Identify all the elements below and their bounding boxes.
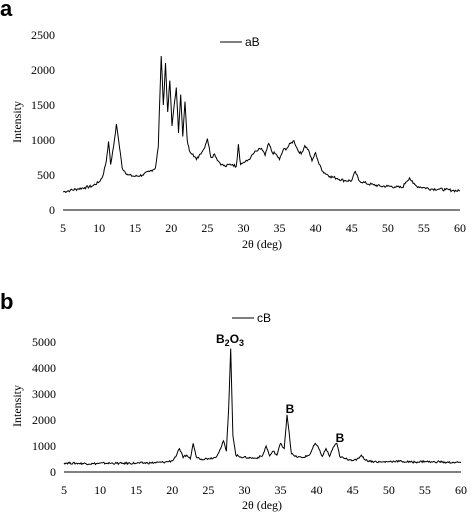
x-tick-label-b: 35	[275, 483, 287, 497]
x-tick-label-b: 50	[383, 483, 395, 497]
y-ticks-b: 0 1000 2000 3000 4000 5000	[32, 335, 56, 479]
x-tick-label-a: 50	[382, 221, 394, 235]
x-ticks-a: 5 10 15 20 25 30 35 40 45 50 55 60	[60, 221, 466, 235]
x-tick-label-a: 35	[274, 221, 286, 235]
x-axis-title-a: 2θ (deg)	[242, 237, 282, 251]
legend-a: aB	[220, 35, 260, 49]
y-tick-label-a: 500	[37, 168, 55, 182]
y-axis-title-a: Intensity	[10, 101, 24, 143]
x-tick-label-b: 5	[61, 483, 67, 497]
annotation-b-36: B	[286, 402, 295, 416]
x-tick-label-a: 60	[454, 221, 466, 235]
x-tick-label-a: 20	[165, 221, 177, 235]
panel-letter-b: b	[0, 289, 13, 314]
legend-label-cb: cB	[257, 311, 271, 325]
x-tick-label-a: 45	[346, 221, 358, 235]
chart-panel-b: b Intensity 0 1000 2000 3000 4000 5000 5 10 15 2…	[0, 289, 467, 512]
x-tick-label-b: 25	[202, 483, 214, 497]
series-line-ab	[62, 55, 461, 194]
x-tick-label-b: 10	[94, 483, 106, 497]
x-tick-label-b: 60	[455, 483, 467, 497]
y-tick-label-b: 2000	[32, 413, 56, 427]
x-tick-label-a: 55	[418, 221, 430, 235]
y-tick-label-b: 0	[50, 465, 56, 479]
x-tick-label-b: 55	[419, 483, 431, 497]
y-tick-label-a: 2500	[31, 28, 55, 42]
x-tick-label-b: 45	[347, 483, 359, 497]
y-tick-label-a: 1000	[31, 133, 55, 147]
x-tick-label-b: 30	[238, 483, 250, 497]
series-line-cb	[63, 348, 462, 466]
x-ticks-b: 5 10 15 20 25 30 35 40 45 50 55 60	[61, 483, 467, 497]
y-tick-label-b: 4000	[32, 361, 56, 375]
y-tick-label-a: 0	[49, 203, 55, 217]
chart-panel-a: a Intensity 0 500 1000 1500 2000 2500 5 10 15 20…	[0, 0, 466, 251]
legend-b: cB	[232, 311, 271, 325]
x-tick-label-a: 40	[310, 221, 322, 235]
legend-label-ab: aB	[245, 35, 260, 49]
x-tick-label-a: 15	[129, 221, 141, 235]
panel-letter-a: a	[0, 0, 13, 21]
x-tick-label-a: 10	[93, 221, 105, 235]
y-axis-title-b: Intensity	[10, 385, 24, 427]
y-tick-label-a: 2000	[31, 63, 55, 77]
y-ticks-a: 0 500 1000 1500 2000 2500	[31, 28, 55, 217]
x-axis-title-b: 2θ (deg)	[242, 498, 282, 512]
y-tick-label-a: 1500	[31, 98, 55, 112]
y-tick-label-b: 5000	[32, 335, 56, 349]
y-tick-label-b: 1000	[32, 439, 56, 453]
annotation-b-43: B	[336, 431, 345, 445]
x-tick-label-a: 30	[237, 221, 249, 235]
y-tick-label-b: 3000	[32, 387, 56, 401]
x-tick-label-b: 40	[311, 483, 323, 497]
x-tick-label-b: 15	[130, 483, 142, 497]
x-tick-label-a: 25	[201, 221, 213, 235]
annotation-b2o3: B2O3	[216, 332, 244, 348]
x-tick-label-a: 5	[60, 221, 66, 235]
x-tick-label-b: 20	[166, 483, 178, 497]
